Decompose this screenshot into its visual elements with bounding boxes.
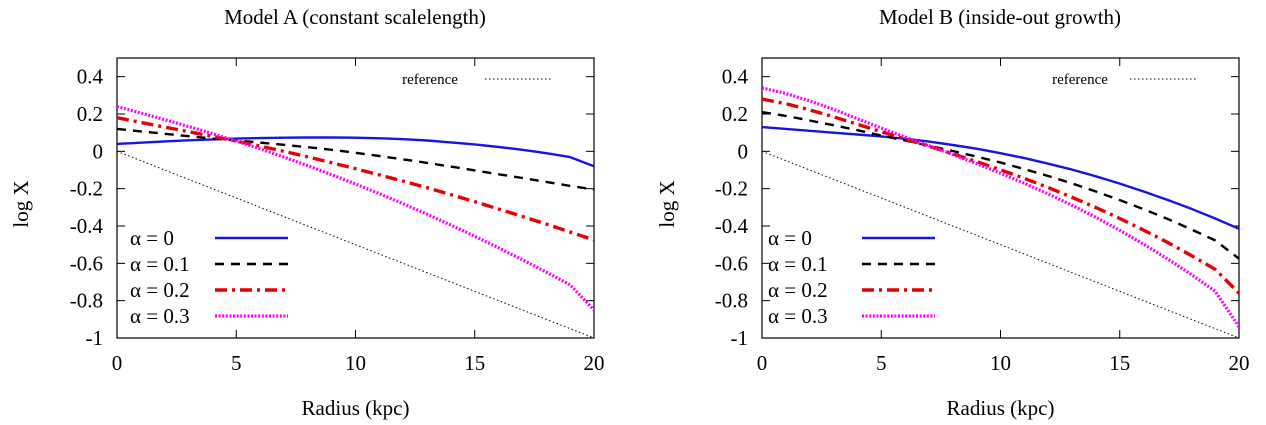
reference-legend-label: reference [402, 72, 458, 88]
y-tick-label: -0.2 [70, 177, 103, 201]
x-tick-label: 10 [345, 351, 366, 375]
y-tick-label: -0.6 [715, 251, 748, 275]
legend-label-0: α = 0 [768, 226, 812, 250]
y-tick-label: 0 [738, 139, 749, 163]
series-line-2 [762, 97, 1239, 295]
series-line-0 [762, 125, 1239, 230]
x-tick-label: 5 [231, 351, 242, 375]
panel-model-b: Model B (inside-out growth) 0 5 10 15 20 0.4 0.… [655, 5, 1250, 420]
y-tick-label: -0.4 [70, 214, 104, 238]
y-tick-label: 0.4 [77, 65, 104, 89]
panel-title: Model B (inside-out growth) [879, 5, 1121, 29]
x-tick-label: 0 [757, 351, 768, 375]
series-line-0 [117, 136, 594, 168]
y-tick-label: -0.8 [70, 289, 103, 313]
y-tick-label: -0.6 [70, 251, 103, 275]
y-tick-label: 0.4 [722, 65, 749, 89]
series-line-2 [117, 116, 594, 242]
x-tick-label: 10 [990, 351, 1011, 375]
y-tick-label: -1 [731, 326, 749, 350]
series-line-1 [117, 127, 594, 191]
panel-model-a: Model A (constant scalelength) 0 5 10 15 20 0.… [9, 5, 605, 420]
y-tick-label: 0.2 [77, 102, 103, 126]
x-tick-label: 15 [1109, 351, 1130, 375]
series-line-3 [117, 104, 594, 312]
y-tick-label: -0.4 [715, 214, 749, 238]
x-tick-label: 5 [876, 351, 887, 375]
panel-title: Model A (constant scalelength) [224, 5, 486, 29]
plot-frame [761, 57, 1240, 339]
legend-label-2: α = 0.2 [768, 278, 828, 302]
series-line-1 [762, 110, 1239, 260]
y-axis-label: log X [655, 180, 679, 227]
x-tick-label: 20 [1229, 351, 1250, 375]
reference-legend-label: reference [1052, 72, 1108, 88]
y-tick-label: -0.2 [715, 177, 748, 201]
legend-label-1: α = 0.1 [768, 252, 828, 276]
legend-label-0: α = 0 [130, 226, 174, 250]
legend-label-3: α = 0.3 [768, 304, 828, 328]
y-tick-label: 0.2 [722, 102, 748, 126]
y-axis-label: log X [9, 180, 33, 227]
legend-label-1: α = 0.1 [130, 252, 190, 276]
x-tick-label: 15 [464, 351, 485, 375]
y-tick-label: -0.8 [715, 289, 748, 313]
series-line-3 [762, 86, 1239, 328]
x-axis-label: Radius (kpc) [302, 396, 410, 420]
x-tick-label: 20 [584, 351, 605, 375]
legend-label-2: α = 0.2 [130, 278, 190, 302]
x-tick-label: 0 [112, 351, 123, 375]
y-tick-label: -1 [86, 326, 104, 350]
legend-label-3: α = 0.3 [130, 304, 190, 328]
reference-line [117, 150, 594, 338]
x-axis-label: Radius (kpc) [947, 396, 1055, 420]
reference-line [762, 150, 1239, 338]
y-tick-label: 0 [93, 139, 104, 163]
